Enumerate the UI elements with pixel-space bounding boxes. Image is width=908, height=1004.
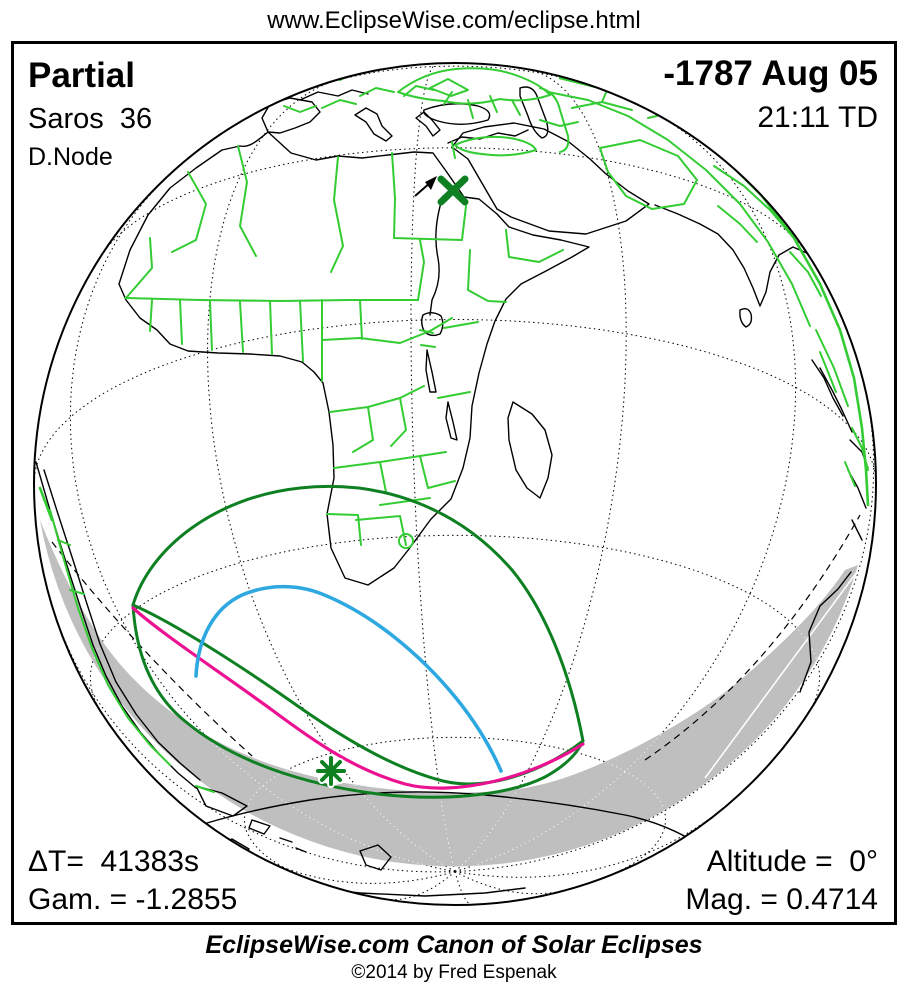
saros-label: Saros 36 (28, 103, 153, 135)
greatest-eclipse-marker (314, 754, 348, 788)
globe-disc (34, 63, 876, 905)
penumbra-limit-lower (131, 603, 585, 799)
eclipse-time-label: 21:11 TD (757, 101, 878, 134)
gamma-label: Gam. = -1.2855 (28, 883, 238, 916)
magnitude-label: Mag. = 0.4714 (685, 883, 878, 916)
lesotho-border-ring (398, 533, 414, 549)
eclipse-curves (131, 484, 585, 799)
night-meridian-line (704, 564, 858, 779)
shadow-motion-arrow (414, 176, 437, 197)
eclipse-date-label: -1787 Aug 05 (663, 54, 878, 93)
plate-border (11, 41, 897, 925)
graticule (34, 63, 876, 905)
sub-solar-point-marker (437, 175, 469, 206)
footer-copyright: ©2014 by Fred Espenak (351, 962, 557, 983)
globe-limb (33, 62, 877, 906)
interior-contact-curve (194, 584, 503, 773)
night-shade-region (40, 520, 858, 867)
eclipse-type-label: Partial (28, 56, 135, 95)
dashed-horizon-line-left (51, 541, 253, 757)
footer-title: EclipseWise.com Canon of Solar Eclipses (205, 931, 703, 959)
url-header: www.EclipseWise.com/eclipse.html (267, 7, 641, 34)
dashed-horizon-line-right (644, 514, 861, 761)
delta-t-label: ΔT= 41383s (28, 845, 199, 878)
altitude-label: Altitude = 0° (706, 845, 878, 878)
penumbra-limit-upper (131, 484, 585, 743)
node-label: D.Node (28, 143, 113, 171)
max-eclipse-at-horizon-curve (131, 606, 585, 790)
